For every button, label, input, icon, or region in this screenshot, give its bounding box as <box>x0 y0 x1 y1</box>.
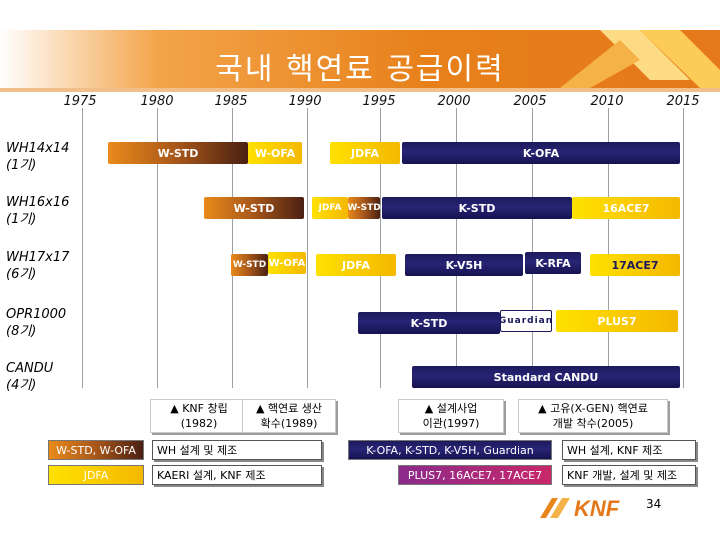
bar-k-v5h: K-V5H <box>405 254 523 276</box>
legend-label-wh: WH 설계 및 제조 <box>152 440 322 460</box>
year-1990: 1990 <box>288 94 322 109</box>
year-1985: 1985 <box>214 94 248 109</box>
year-2005: 2005 <box>513 94 547 109</box>
year-2000: 2000 <box>437 94 471 109</box>
page-title: 국내 핵연료 공급이력 <box>215 52 505 87</box>
legend-swatch-knf-dev: PLUS7, 16ACE7, 17ACE7 <box>398 465 552 485</box>
year-2010: 2010 <box>590 94 624 109</box>
bar-guardian: Guardian <box>499 310 552 332</box>
bar-k-ofa: K-OFA <box>402 142 680 164</box>
legend-label-knf-dev: KNF 개발, 설계 및 제조 <box>562 465 696 485</box>
bar-k-rfa: K-RFA <box>525 252 581 274</box>
bar-jdfa: JDFA <box>312 197 348 219</box>
page-number: 34 <box>646 497 662 511</box>
row-name: OPR1000 <box>6 307 67 322</box>
grid-line <box>307 108 308 388</box>
legend-swatch-wh: W-STD, W-OFA <box>48 440 144 460</box>
bar-w-std: W-STD <box>108 142 248 164</box>
bar-jdfa: JDFA <box>330 142 400 164</box>
grid-line <box>232 108 233 388</box>
grid-line <box>683 108 684 388</box>
row-count: (4기) <box>6 378 37 393</box>
grid-line <box>157 108 158 388</box>
logo-mark-icon <box>560 30 720 88</box>
bar-17ace7: 17ACE7 <box>590 254 680 276</box>
legend-label-wh-design: WH 설계, KNF 제조 <box>562 440 696 460</box>
knf-logo-icon <box>540 498 570 518</box>
knf-logo-text: KNF <box>574 496 620 521</box>
bar-w-std: W-STD <box>231 254 268 276</box>
legend-label-kaeri: KAERI 설계, KNF 제조 <box>152 465 322 485</box>
row-label-wh14x14: WH14x14 (1기) <box>6 140 69 174</box>
bar-standard-candu: Standard CANDU <box>412 366 680 388</box>
bar-16ace7: 16ACE7 <box>572 197 680 219</box>
grid-line <box>608 108 609 388</box>
year-1975: 1975 <box>63 94 97 109</box>
row-name: CANDU <box>6 361 54 376</box>
row-count: (6기) <box>6 267 37 282</box>
row-count: (1기) <box>6 212 37 227</box>
bar-jdfa: JDFA <box>316 254 396 276</box>
row-label-wh17x17: WH17x17 (6기) <box>6 249 69 283</box>
row-count: (8기) <box>6 324 37 339</box>
grid-line <box>82 108 83 388</box>
year-1995: 1995 <box>362 94 396 109</box>
bar-w-std: W-STD <box>204 197 304 219</box>
bar-w-std-2: W-STD <box>347 197 381 219</box>
legend-swatch-knf-design: K-OFA, K-STD, K-V5H, Guardian <box>348 440 552 460</box>
annotation-design-transfer: ▲ 설계사업 이관(1997) <box>398 399 504 433</box>
row-name: WH14x14 <box>6 141 70 156</box>
row-name: WH16x16 <box>6 195 70 210</box>
legend-swatch-jdfa: JDFA <box>48 465 144 485</box>
bar-k-std: K-STD <box>358 312 500 334</box>
annotation-xgen-development: ▲ 고유(X-GEN) 핵연료 개발 착수(2005) <box>518 399 668 433</box>
year-1980: 1980 <box>140 94 174 109</box>
row-label-candu: CANDU (4기) <box>6 360 53 394</box>
grid-line <box>380 108 381 388</box>
bar-w-ofa: W-OFA <box>268 252 306 274</box>
bar-k-std: K-STD <box>382 197 572 219</box>
annotation-knf-founded: ▲ KNF 창립 (1982) <box>150 399 248 433</box>
year-2015: 2015 <box>666 94 700 109</box>
grid-line <box>456 108 457 388</box>
row-label-wh16x16: WH16x16 (1기) <box>6 194 69 228</box>
header-banner <box>0 30 720 92</box>
grid-line <box>532 108 533 388</box>
bar-w-ofa: W-OFA <box>248 142 302 164</box>
row-count: (1기) <box>6 158 37 173</box>
bar-plus7: PLUS7 <box>556 310 678 332</box>
row-label-opr1000: OPR1000 (8기) <box>6 306 66 340</box>
annotation-production-start: ▲ 핵연료 생산 확수(1989) <box>242 399 336 433</box>
row-name: WH17x17 <box>6 250 70 265</box>
